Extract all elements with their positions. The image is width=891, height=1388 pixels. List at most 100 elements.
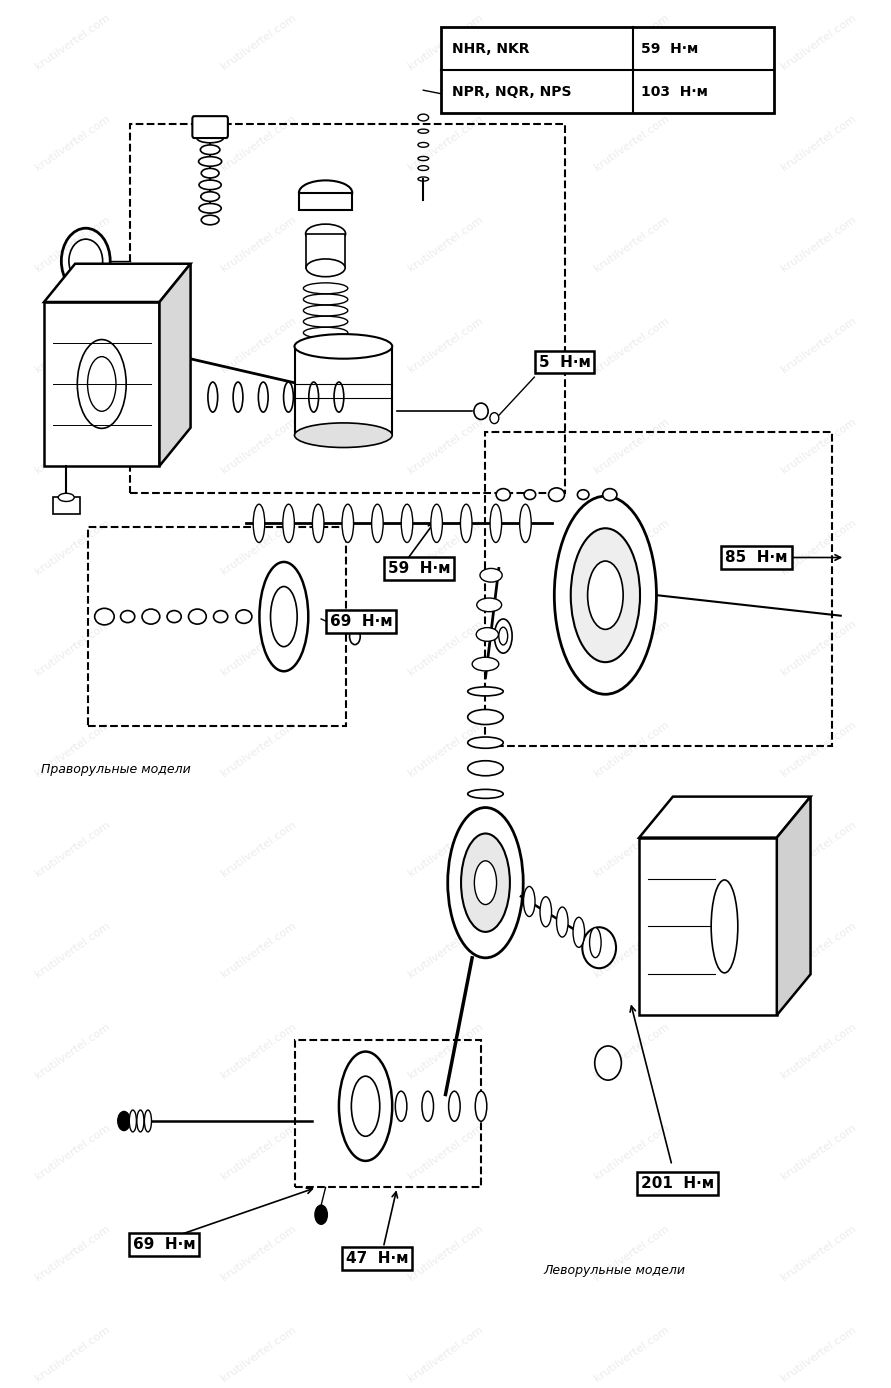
Ellipse shape — [396, 1091, 407, 1122]
Ellipse shape — [295, 335, 392, 358]
Bar — [295, 347, 392, 436]
Ellipse shape — [201, 215, 219, 225]
Ellipse shape — [401, 504, 413, 543]
Ellipse shape — [120, 611, 135, 623]
Ellipse shape — [583, 927, 616, 969]
Text: krutilvertel.com: krutilvertel.com — [220, 114, 298, 174]
Ellipse shape — [468, 761, 503, 776]
Ellipse shape — [418, 129, 429, 133]
Ellipse shape — [496, 489, 511, 501]
Ellipse shape — [283, 382, 293, 412]
Ellipse shape — [495, 619, 512, 654]
Ellipse shape — [197, 133, 224, 143]
Text: krutilvertel.com: krutilvertel.com — [220, 12, 298, 72]
Text: krutilvertel.com: krutilvertel.com — [33, 1123, 111, 1181]
Bar — [486, 432, 832, 747]
Text: krutilvertel.com: krutilvertel.com — [780, 1324, 858, 1384]
Text: krutilvertel.com: krutilvertel.com — [593, 416, 671, 476]
Ellipse shape — [447, 808, 523, 958]
Text: krutilvertel.com: krutilvertel.com — [406, 618, 485, 677]
Ellipse shape — [418, 157, 429, 161]
Text: 5  Н·м: 5 Н·м — [539, 354, 591, 369]
Text: krutilvertel.com: krutilvertel.com — [220, 618, 298, 677]
Ellipse shape — [418, 114, 429, 121]
Text: krutilvertel.com: krutilvertel.com — [33, 920, 111, 980]
Ellipse shape — [477, 598, 502, 612]
Ellipse shape — [474, 403, 488, 419]
Ellipse shape — [519, 504, 531, 543]
Ellipse shape — [208, 382, 217, 412]
Text: krutilvertel.com: krutilvertel.com — [406, 820, 485, 879]
Ellipse shape — [309, 382, 319, 412]
Polygon shape — [777, 797, 811, 1015]
Ellipse shape — [351, 1076, 380, 1137]
Circle shape — [118, 1112, 130, 1131]
Text: 201  Н·м: 201 Н·м — [641, 1176, 714, 1191]
Ellipse shape — [199, 157, 222, 167]
Ellipse shape — [461, 504, 472, 543]
Text: NHR, NKR: NHR, NKR — [452, 42, 529, 56]
Text: 69  Н·м: 69 Н·м — [330, 615, 393, 629]
Ellipse shape — [588, 561, 623, 629]
Text: krutilvertel.com: krutilvertel.com — [593, 719, 671, 779]
Ellipse shape — [461, 834, 510, 931]
Text: krutilvertel.com: krutilvertel.com — [780, 518, 858, 576]
Bar — [306, 233, 345, 268]
Text: 59  Н·м: 59 Н·м — [642, 42, 699, 56]
Ellipse shape — [499, 627, 508, 645]
Text: krutilvertel.com: krutilvertel.com — [406, 1123, 485, 1181]
Text: krutilvertel.com: krutilvertel.com — [220, 1123, 298, 1181]
Text: krutilvertel.com: krutilvertel.com — [593, 1224, 671, 1283]
Text: krutilvertel.com: krutilvertel.com — [780, 215, 858, 273]
Text: Праворульные модели: Праворульные модели — [41, 763, 191, 776]
Text: krutilvertel.com: krutilvertel.com — [33, 618, 111, 677]
Text: krutilvertel.com: krutilvertel.com — [406, 215, 485, 273]
Text: krutilvertel.com: krutilvertel.com — [593, 114, 671, 174]
Ellipse shape — [200, 192, 219, 201]
Ellipse shape — [475, 1091, 486, 1122]
Ellipse shape — [282, 504, 294, 543]
Ellipse shape — [431, 504, 443, 543]
Text: krutilvertel.com: krutilvertel.com — [220, 719, 298, 779]
Ellipse shape — [711, 880, 738, 973]
Text: krutilvertel.com: krutilvertel.com — [406, 518, 485, 576]
Ellipse shape — [69, 239, 102, 283]
Text: krutilvertel.com: krutilvertel.com — [780, 416, 858, 476]
Ellipse shape — [129, 1110, 136, 1133]
Ellipse shape — [334, 382, 344, 412]
Ellipse shape — [142, 609, 159, 625]
Text: krutilvertel.com: krutilvertel.com — [780, 315, 858, 375]
Ellipse shape — [524, 887, 535, 916]
Ellipse shape — [189, 609, 207, 625]
Text: krutilvertel.com: krutilvertel.com — [33, 1224, 111, 1283]
Ellipse shape — [557, 906, 568, 937]
Ellipse shape — [490, 504, 502, 543]
Text: krutilvertel.com: krutilvertel.com — [220, 820, 298, 879]
Ellipse shape — [199, 180, 221, 190]
Ellipse shape — [554, 496, 657, 694]
Text: krutilvertel.com: krutilvertel.com — [406, 1324, 485, 1384]
Ellipse shape — [200, 144, 220, 154]
Ellipse shape — [448, 1091, 460, 1122]
Bar — [44, 303, 159, 466]
Text: krutilvertel.com: krutilvertel.com — [406, 1022, 485, 1081]
Text: krutilvertel.com: krutilvertel.com — [33, 719, 111, 779]
Bar — [441, 28, 774, 114]
Ellipse shape — [468, 709, 503, 725]
Ellipse shape — [571, 529, 640, 662]
Polygon shape — [159, 264, 191, 466]
Bar — [130, 125, 566, 493]
Text: 103  Н·м: 103 Н·м — [642, 85, 708, 99]
Polygon shape — [44, 264, 191, 303]
Ellipse shape — [468, 737, 503, 748]
Ellipse shape — [540, 897, 552, 927]
Text: krutilvertel.com: krutilvertel.com — [593, 1324, 671, 1384]
Text: krutilvertel.com: krutilvertel.com — [33, 215, 111, 273]
Text: 85  Н·м: 85 Н·м — [725, 550, 788, 565]
Text: krutilvertel.com: krutilvertel.com — [33, 315, 111, 375]
Text: krutilvertel.com: krutilvertel.com — [220, 1022, 298, 1081]
Ellipse shape — [295, 423, 392, 447]
Ellipse shape — [253, 504, 265, 543]
Ellipse shape — [236, 609, 252, 623]
Circle shape — [315, 1205, 327, 1224]
